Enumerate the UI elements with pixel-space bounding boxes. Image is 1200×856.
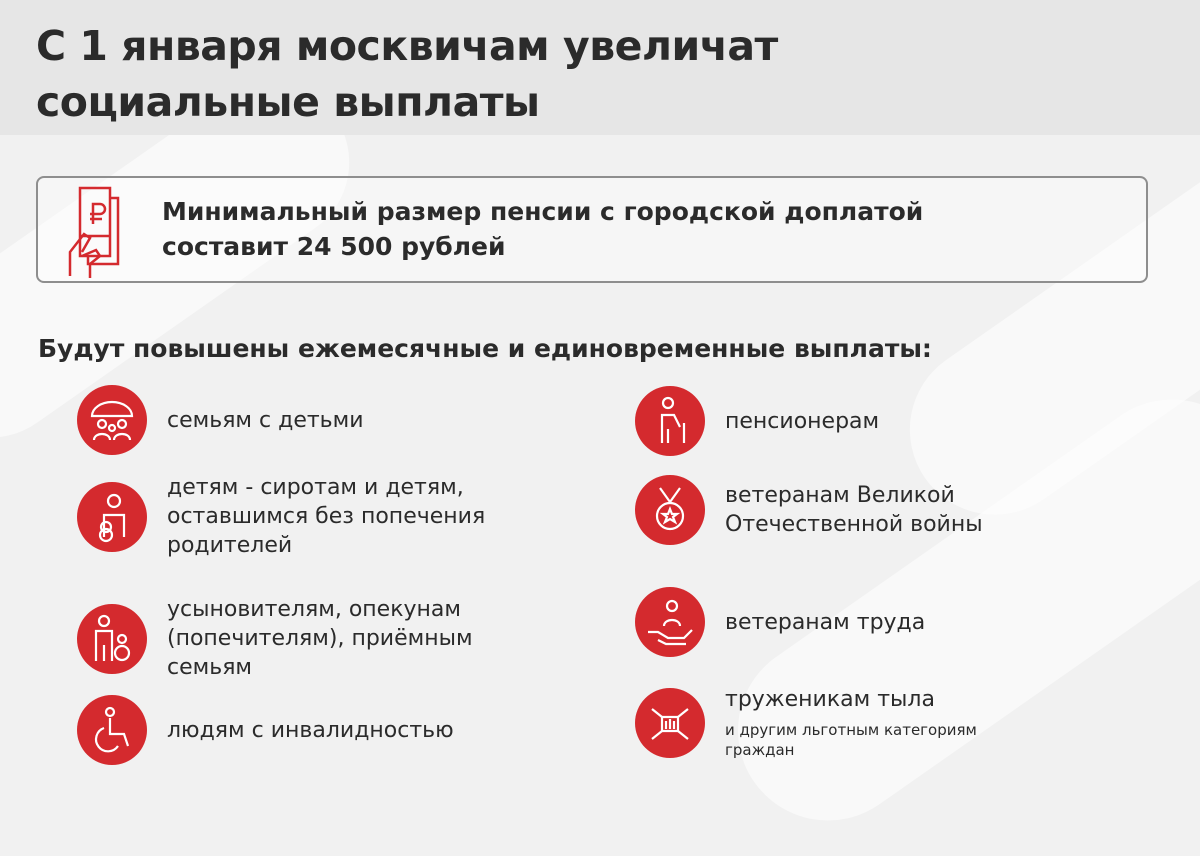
title-line-2: социальные выплаты <box>36 78 540 126</box>
pension-highlight-box: Минимальный размер пенсии с городской до… <box>36 176 1148 283</box>
benefit-label-line: людям с инвалидностью <box>167 717 454 743</box>
benefit-label-line: ветеранам Великой <box>725 483 955 508</box>
benefit-label: семьям с детьми <box>167 406 364 435</box>
benefit-label-line: родителей <box>167 533 293 558</box>
header-band: С 1 января москвичам увеличат социальные… <box>0 0 1200 135</box>
hand-person-icon <box>648 599 693 646</box>
benefit-item-left: людям с инвалидностью <box>77 695 454 765</box>
benefit-label: ветеранам труда <box>725 608 925 637</box>
family-umbrella-icon-badge <box>77 385 147 455</box>
ruble-phone-icon <box>68 186 120 278</box>
hand-person-icon-badge <box>635 587 705 657</box>
highlight-line-2: составит 24 500 рублей <box>162 232 506 261</box>
benefit-label: усыновителям, опекунам (попечителям), при… <box>167 595 473 682</box>
benefit-label-line: оставшимся без попечения <box>167 504 486 529</box>
benefit-label-line: пенсионерам <box>725 408 880 434</box>
benefit-item-right: ветеранам Великой Отечественной войны <box>635 475 983 545</box>
elderly-cane-icon <box>660 396 686 443</box>
benefit-item-right: пенсионерам <box>635 386 879 456</box>
benefit-label-line: детям - сиротам и детям, <box>167 475 464 500</box>
benefit-label-line: (попечителям), приёмным <box>167 626 473 651</box>
benefit-label-line: Отечественной войны <box>725 512 983 537</box>
benefit-label: труженикам тыла и другим льготным категор… <box>725 685 1025 760</box>
benefit-item-right: труженикам тыла и другим льготным категор… <box>635 685 1025 760</box>
section-subtitle: Будут повышены ежемесячные и единовремен… <box>38 334 932 363</box>
benefit-label: людям с инвалидностью <box>167 716 454 745</box>
benefit-label-line: труженикам тыла <box>725 687 935 712</box>
benefit-item-left: детям - сиротам и детям, оставшимся без п… <box>77 473 485 560</box>
wheelchair-icon-badge <box>77 695 147 765</box>
page-title: С 1 января москвичам увеличат социальные… <box>36 18 778 130</box>
benefit-label: пенсионерам <box>725 407 879 436</box>
highlight-line-1: Минимальный размер пенсии с городской до… <box>162 197 924 226</box>
benefit-label-line: ветеранам труда <box>725 609 926 635</box>
guardian-child-icon <box>94 614 131 661</box>
benefit-item-left: усыновителям, опекунам (попечителям), при… <box>77 595 473 682</box>
benefit-label-line: семьям с детьми <box>167 407 364 433</box>
joined-hands-icon <box>651 707 689 740</box>
benefit-label-line: семьям <box>167 655 253 680</box>
guardian-child-icon-badge <box>77 603 147 674</box>
benefit-note: и другим льготным категориям граждан <box>725 721 977 759</box>
benefit-label: ветеранам Великой Отечественной войны <box>725 481 983 539</box>
elderly-cane-icon-badge <box>635 386 705 456</box>
benefit-label-line: усыновителям, опекунам <box>167 597 461 622</box>
child-teddy-icon <box>98 493 126 542</box>
title-line-1: С 1 января москвичам увеличат <box>36 22 778 70</box>
benefit-item-right: ветеранам труда <box>635 587 925 657</box>
medal-icon-badge <box>635 475 705 545</box>
child-teddy-icon-badge <box>77 481 147 552</box>
joined-hands-icon-badge <box>635 687 705 758</box>
benefit-label: детям - сиротам и детям, оставшимся без п… <box>167 473 485 560</box>
family-umbrella-icon <box>90 400 134 441</box>
benefit-item-left: семьям с детьми <box>77 385 364 455</box>
medal-icon <box>655 487 685 531</box>
wheelchair-icon <box>94 706 130 753</box>
